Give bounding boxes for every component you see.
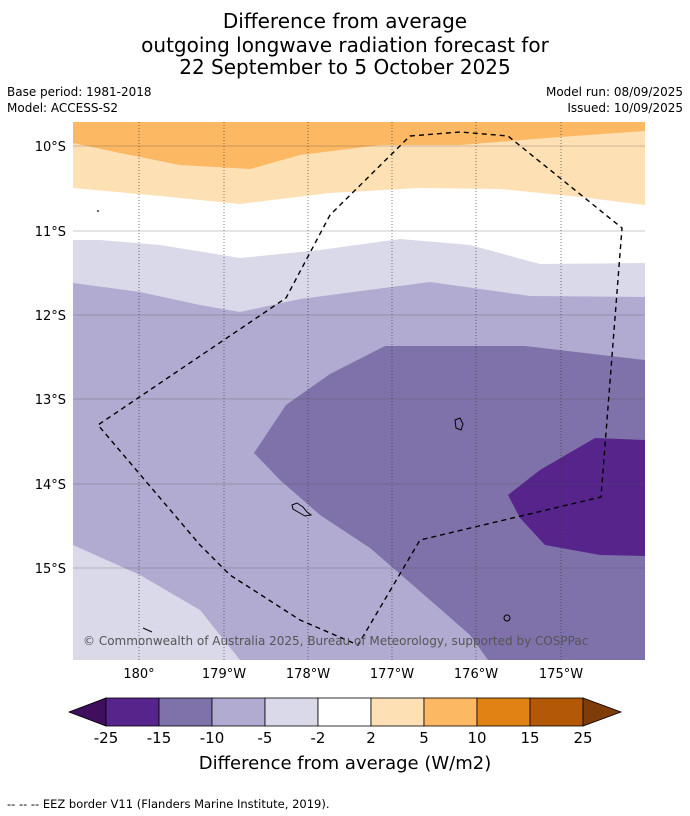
- lon-label-178w: 178°W: [286, 667, 330, 682]
- lat-label-13s: 13°S: [35, 393, 66, 408]
- colorbar-label: Difference from average (W/m2): [198, 753, 492, 774]
- lon-label-179w: 179°W: [202, 667, 246, 682]
- colorbar: -25 -15 -10 -5 -2 2 5 10 15 25: [67, 697, 623, 747]
- colorbar-swatch: [158, 697, 213, 727]
- colorbar-swatch: [370, 697, 425, 727]
- colorbar-extension-high: [582, 697, 623, 727]
- colorbar-swatch: [105, 697, 160, 727]
- colorbar-tick-label: 10: [467, 729, 486, 747]
- band-minus25-minus15: [508, 438, 645, 556]
- lon-label-180: 180°: [123, 667, 154, 682]
- lon-label-176w: 176°W: [454, 667, 498, 682]
- title-line-1: Difference from average: [222, 9, 468, 33]
- model-name: Model: ACCESS-S2: [7, 101, 119, 115]
- title-line-3: 22 September to 5 October 2025: [179, 55, 511, 79]
- colorbar-tick-label: -10: [200, 729, 225, 747]
- band-plus5-plus10: [73, 122, 645, 169]
- colorbar-tick-label: -2: [311, 729, 326, 747]
- latitude-labels: 10°S 11°S 12°S 13°S 14°S 15°S: [35, 140, 66, 577]
- band-minus15-minus10: [254, 346, 645, 660]
- colorbar-tick-label: 5: [419, 729, 429, 747]
- base-period: Base period: 1981-2018: [7, 85, 152, 99]
- island-dot: [97, 210, 99, 212]
- lat-label-10s: 10°S: [35, 140, 66, 155]
- colorbar-tick-label: 15: [520, 729, 539, 747]
- lat-label-15s: 15°S: [35, 562, 66, 577]
- band-minus5-minus2-south: [73, 545, 240, 660]
- colorbar-swatch: [317, 697, 372, 727]
- colorbar-tick-label: -15: [147, 729, 172, 747]
- lon-label-175w: 175°W: [539, 667, 583, 682]
- island-south: [503, 614, 511, 622]
- colorbar-tick-label: 25: [573, 729, 592, 747]
- colorbar-swatch: [211, 697, 266, 727]
- issued-date: Issued: 10/09/2025: [567, 101, 683, 115]
- eez-footnote: -- -- -- EEZ border V11 (Flanders Marine…: [7, 797, 330, 811]
- colorbar-swatch: [423, 697, 478, 727]
- island-futuna: [291, 502, 313, 517]
- colorbar-tick-label: 2: [366, 729, 376, 747]
- latitude-gridlines: [73, 145, 645, 569]
- longitude-labels: 180° 179°W 178°W 177°W 176°W 175°W: [123, 667, 583, 682]
- colorbar-swatch: [476, 697, 531, 727]
- colorbar-swatch: [529, 697, 584, 727]
- colorbar-tick-label: -25: [94, 729, 119, 747]
- copyright-text: © Commonwealth of Australia 2025, Bureau…: [83, 634, 588, 648]
- colorbar-extension-low: [67, 697, 107, 727]
- model-run: Model run: 08/09/2025: [545, 85, 683, 99]
- island-southwest: [142, 627, 153, 633]
- lon-label-177w: 177°W: [370, 667, 414, 682]
- island-wallis: [454, 417, 464, 431]
- colorbar-tick-label: -5: [258, 729, 273, 747]
- map-plot-area: © Commonwealth of Australia 2025, Bureau…: [73, 122, 645, 660]
- lat-label-12s: 12°S: [35, 309, 66, 324]
- lat-label-11s: 11°S: [35, 225, 66, 240]
- lat-label-14s: 14°S: [35, 478, 66, 493]
- title-line-2: outgoing longwave radiation forecast for: [141, 33, 549, 57]
- colorbar-swatch: [264, 697, 319, 727]
